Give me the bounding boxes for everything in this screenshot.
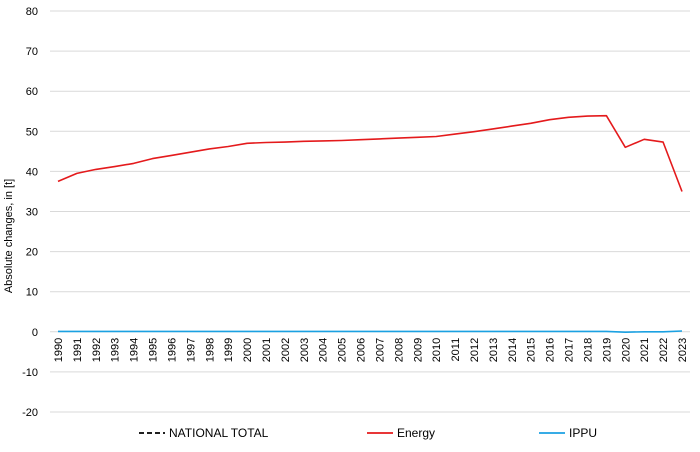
x-tick-label: 2017 [564,338,576,362]
x-tick-label: 1995 [148,338,160,362]
x-axis-ticks: 1990 1991 1992 1993 1994 1995 1996 1997 1998 1999… [53,338,689,362]
x-tick-label: 1999 [223,338,235,362]
x-tick-label: 2013 [488,338,500,362]
series-line-energy [57,114,683,192]
x-tick-label: 1992 [91,338,103,362]
y-tick-label: 50 [26,126,38,138]
y-axis-title: Absolute changes, in [t] [3,179,15,293]
x-tick-label: 1996 [166,338,178,362]
x-tick-label: 2009 [412,338,424,362]
y-tick-label: -20 [22,407,38,419]
x-tick-label: 2007 [374,338,386,362]
x-tick-label: 2008 [393,338,405,362]
legend-label: IPPU [569,426,597,440]
series-lines [57,114,683,334]
x-tick-label: 2005 [337,338,349,362]
y-axis-ticks: -20 -10 0 10 20 30 40 50 60 70 80 [22,6,38,419]
x-tick-label: 2000 [242,338,254,362]
x-tick-label: 2019 [601,338,613,362]
x-tick-label: 2001 [261,338,273,362]
x-tick-label: 1990 [53,338,65,362]
x-tick-label: 2016 [545,338,557,362]
y-tick-label: 20 [26,247,38,259]
x-tick-label: 1993 [110,338,122,362]
legend-label: NATIONAL TOTAL [169,426,269,440]
x-tick-label: 2011 [450,338,462,362]
x-tick-label: 2003 [299,338,311,362]
y-tick-label: 10 [26,287,38,299]
x-tick-label: 2004 [318,338,330,362]
x-tick-label: 2023 [677,338,689,362]
y-tick-label: 30 [26,207,38,219]
x-tick-label: 2022 [658,338,670,362]
x-tick-label: 2021 [639,338,651,362]
x-tick-label: 2020 [620,338,632,362]
x-tick-label: 1994 [129,338,141,362]
y-tick-label: 0 [32,327,38,339]
legend-label: Energy [397,426,435,440]
x-tick-label: 1997 [185,338,197,362]
x-tick-label: 2014 [507,338,519,362]
y-tick-label: 70 [26,46,38,58]
y-tick-label: -10 [22,367,38,379]
legend: NATIONAL TOTAL Energy IPPU [139,426,597,440]
series-line-ippu [58,330,683,334]
x-tick-label: 2006 [356,338,368,362]
y-tick-label: 60 [26,86,38,98]
x-tick-label: 1998 [204,338,216,362]
x-tick-label: 2018 [582,338,594,362]
x-tick-label: 2010 [431,338,443,362]
x-tick-label: 2002 [280,338,292,362]
y-tick-label: 80 [26,6,38,18]
x-tick-label: 2015 [526,338,538,362]
x-tick-label: 1991 [72,338,84,362]
x-tick-label: 2012 [469,338,481,362]
y-tick-label: 40 [26,166,38,178]
